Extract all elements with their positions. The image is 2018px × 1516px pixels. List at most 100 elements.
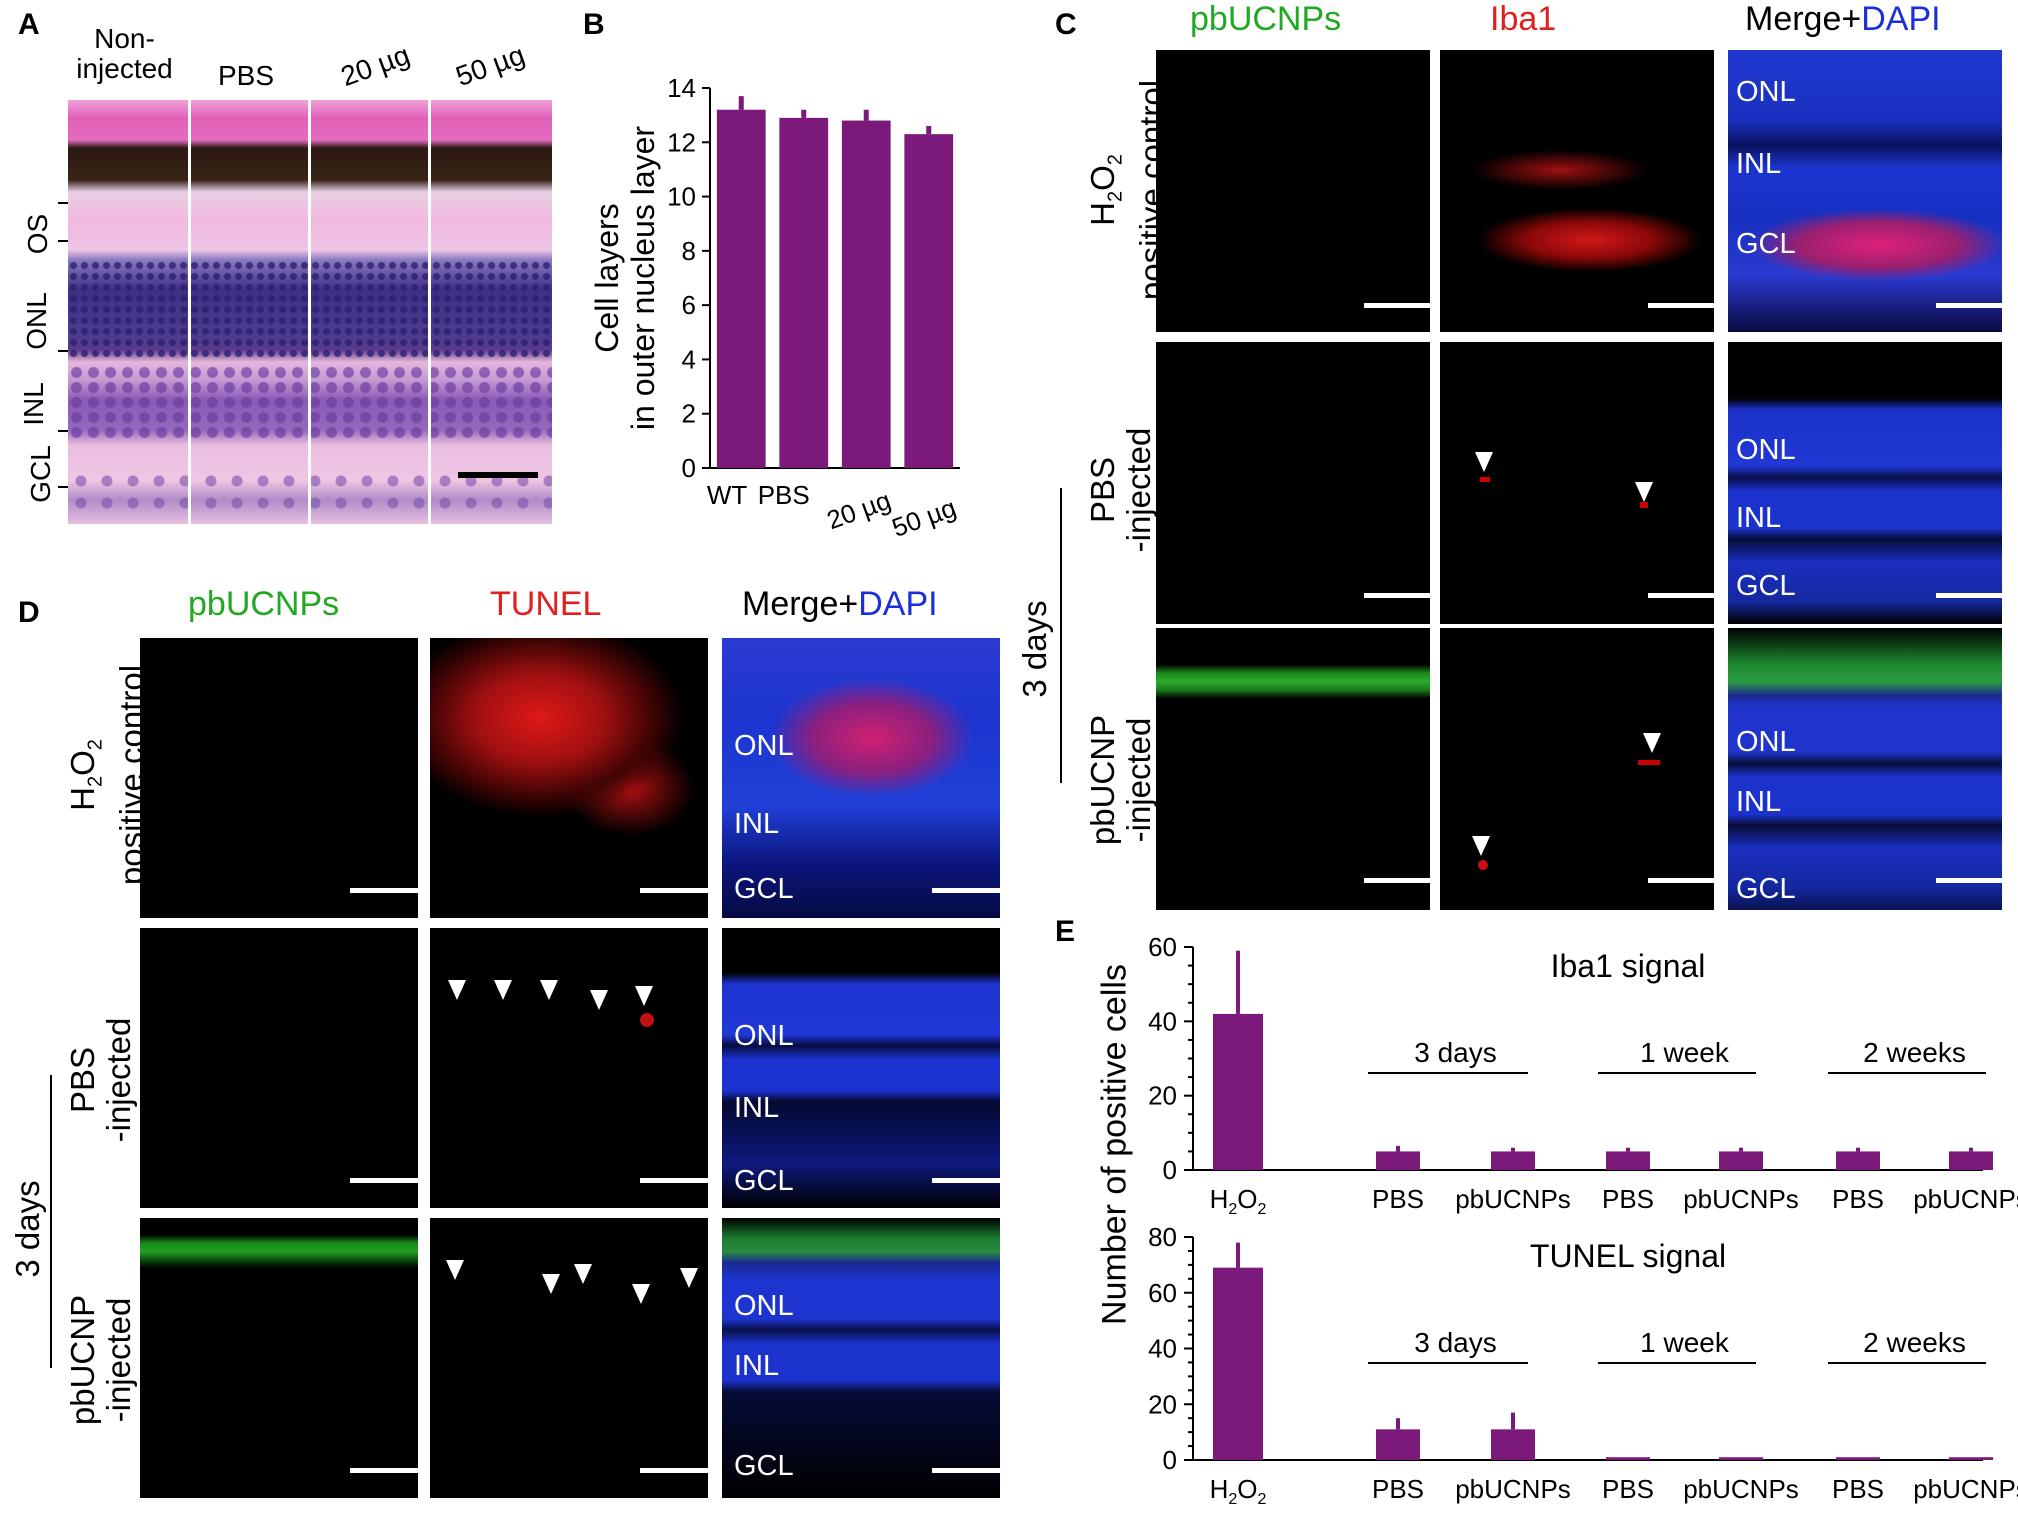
group-label: 1 week — [1640, 1037, 1730, 1068]
x-tick-label: PBS — [758, 480, 810, 510]
d-days-label: 3 days — [9, 1180, 46, 1278]
bar — [779, 117, 829, 468]
chart-e-top: 0 20 40 60 H2O2 PBS pbUCNPs PBS pbUCNPs PBS pbUCNP… — [1148, 932, 2018, 1215]
c-header-iba1: Iba1 — [1490, 0, 1557, 38]
column-divider — [308, 100, 311, 524]
bar — [1719, 1151, 1763, 1170]
x-tick-label: pbUCNPs — [1683, 1184, 1799, 1214]
y-tick-label: 2 — [682, 399, 696, 429]
d-r0-inl: INL — [734, 808, 780, 840]
d-img-r0-red — [430, 638, 708, 918]
chart-title: TUNEL signal — [1530, 1238, 1726, 1274]
c-dapi-text: DAPI — [1861, 0, 1941, 38]
d-img-r2-red — [430, 1218, 708, 1498]
panel-e-letter: E — [1055, 915, 1076, 948]
arrowhead-icon — [494, 980, 512, 1000]
x-tick-label: PBS — [1372, 1474, 1424, 1504]
c-img-r1-red — [1440, 342, 1714, 624]
y-tick-label: 8 — [682, 236, 696, 266]
y-tick-label: 20 — [1148, 1081, 1177, 1111]
c-img-r2-red — [1440, 628, 1714, 910]
layer-label-onl: ONL — [20, 292, 52, 350]
bar — [904, 134, 954, 468]
c-r0-onl: ONL — [1736, 76, 1796, 108]
bar — [1376, 1429, 1420, 1460]
c-days-line — [1060, 488, 1062, 783]
d-header-pbucnps: pbUCNPs — [188, 585, 340, 623]
c-header-pbucnps: pbUCNPs — [1190, 0, 1342, 38]
d-header-merge: Merge+DAPI — [742, 585, 938, 624]
layer-label-os: OS — [22, 213, 54, 255]
y-tick-label: 14 — [667, 73, 696, 103]
c-r2-gcl: GCL — [1736, 873, 1796, 905]
y-tick-label: 80 — [1148, 1222, 1177, 1252]
arrowhead-icon — [542, 1274, 560, 1294]
bar — [1836, 1457, 1880, 1460]
panel-d-letter: D — [18, 596, 40, 629]
d-img-r1-green — [140, 928, 418, 1208]
y-axis-title-line: in outer nucleus layer — [625, 126, 661, 431]
d-img-r2-green — [140, 1218, 418, 1498]
arrowhead-icon — [540, 980, 558, 1000]
c-days-label: 3 days — [1016, 600, 1053, 698]
y-tick-label: 40 — [1148, 1006, 1177, 1036]
d-dapi-text: DAPI — [858, 585, 938, 623]
c-r1-onl: ONL — [1736, 434, 1796, 466]
panel-a-col-20ug: 20 µg — [336, 38, 414, 93]
x-tick-label: pbUCNPs — [1455, 1184, 1571, 1214]
arrowhead-icon — [635, 986, 653, 1006]
x-tick-label: pbUCNPs — [1913, 1474, 2018, 1504]
d-r0-gcl: GCL — [734, 873, 794, 905]
d-r0-onl: ONL — [734, 730, 794, 762]
bar — [1491, 1151, 1535, 1170]
x-tick-label: 20 µg — [823, 485, 895, 536]
x-tick-label: PBS — [1602, 1184, 1654, 1214]
y-axis-title-line: Cell layers — [589, 203, 625, 352]
d-r1-gcl: GCL — [734, 1165, 794, 1197]
y-axis-title: Cell layers in outer nucleus layer — [589, 126, 661, 431]
c-r2-onl: ONL — [1736, 726, 1796, 758]
c-header-merge: Merge+DAPI — [1745, 0, 1941, 39]
y-tick-label: 40 — [1148, 1334, 1177, 1364]
arrowhead-icon — [1635, 482, 1653, 502]
column-divider — [428, 100, 431, 524]
layer-label-gcl: GCL — [24, 445, 56, 503]
group-label: 3 days — [1414, 1037, 1497, 1068]
group-label: 2 weeks — [1863, 1327, 1966, 1358]
bar — [1376, 1151, 1420, 1170]
bar — [1491, 1429, 1535, 1460]
d-merge-text: Merge+ — [742, 585, 859, 623]
panel-a-col-pbs: PBS — [218, 60, 275, 91]
c-r2-inl: INL — [1736, 786, 1782, 818]
d-img-r1-red — [430, 928, 708, 1208]
panel-a-col-50ug: 50 µg — [451, 38, 529, 93]
c-img-r0-red — [1440, 50, 1714, 332]
y-tick-label: 0 — [1163, 1155, 1177, 1185]
c-row1-label: PBS -injected — [1084, 427, 1157, 553]
x-tick-label: PBS — [1832, 1184, 1884, 1214]
c-row0-h2o2: H2O2 — [1084, 154, 1127, 226]
arrowhead-icon — [1475, 452, 1493, 472]
x-tick-label: WT — [707, 480, 748, 510]
c-img-r0-green — [1156, 50, 1430, 332]
chart-title: Iba1 signal — [1551, 948, 1706, 984]
bar — [1606, 1457, 1650, 1460]
y-tick-label: 0 — [682, 453, 696, 483]
d-row0-h2o2: H2O2 — [64, 739, 107, 811]
d-r1-inl: INL — [734, 1092, 780, 1124]
c-r1-gcl: GCL — [1736, 570, 1796, 602]
chart-e-bottom: 0 20 40 60 80 H2O2 PBS pbUCNPs PBS pbUCNPs PBS pbUC… — [1148, 1222, 2018, 1505]
bar — [1213, 1013, 1263, 1170]
c-row2-label: pbUCNP -injected — [1084, 714, 1157, 846]
c-img-r2-merge: ONL INL GCL — [1728, 628, 2002, 910]
bar — [1606, 1151, 1650, 1170]
arrowhead-icon — [448, 980, 466, 1000]
x-tick-label: pbUCNPs — [1683, 1474, 1799, 1504]
bar — [1949, 1151, 1993, 1170]
x-tick-label: PBS — [1372, 1184, 1424, 1214]
group-label: 3 days — [1414, 1327, 1497, 1358]
c-img-r1-merge: ONL INL GCL — [1728, 342, 2002, 624]
c-merge-text: Merge+ — [1745, 0, 1862, 38]
d-img-r2-merge: ONL INL GCL — [722, 1218, 1000, 1498]
